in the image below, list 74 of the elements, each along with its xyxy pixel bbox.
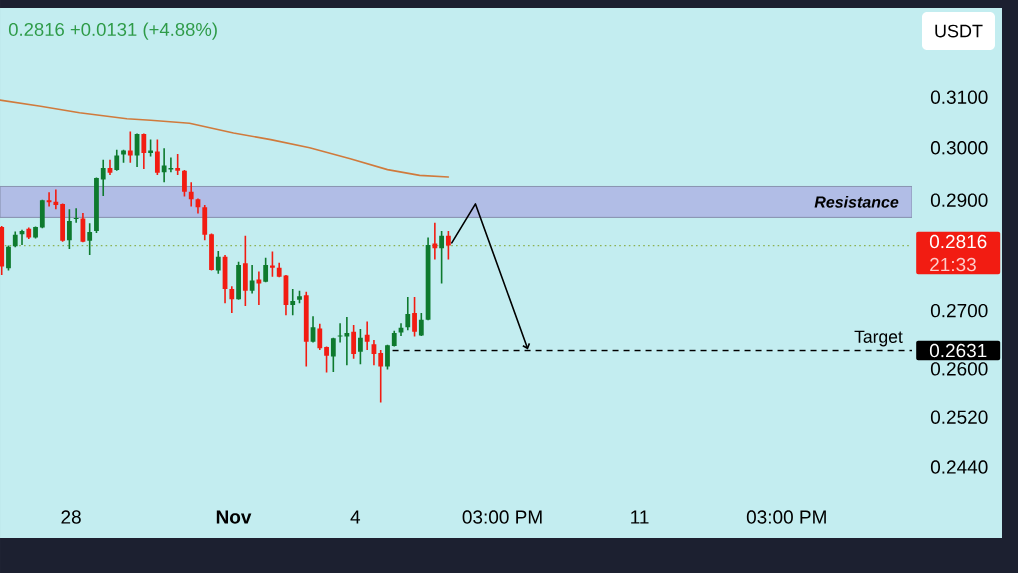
y-tick-label: 0.2600: [930, 362, 988, 376]
candlestick: [107, 159, 113, 175]
candlestick: [364, 321, 370, 350]
data-label: 0.2631: [929, 343, 987, 358]
candlestick: [391, 330, 397, 347]
candlestick: [46, 192, 52, 207]
candlestick: [168, 157, 174, 173]
candlestick: [100, 159, 106, 196]
candlestick: [256, 271, 262, 305]
candlestick: [276, 262, 282, 278]
candlestick: [127, 131, 133, 163]
candlestick: [12, 231, 18, 248]
x-tick-label: 28: [61, 510, 81, 524]
legend-label: Target: [854, 330, 903, 347]
candlestick: [33, 226, 38, 239]
candlestick: [182, 170, 187, 197]
y-tick-label: 0.2900: [930, 193, 988, 207]
candlestick: [209, 233, 214, 271]
candlestick: [202, 204, 208, 241]
candlestick: [60, 203, 66, 242]
x-tick-label: 4: [350, 510, 361, 524]
candlestick: [236, 261, 241, 300]
y-axis-title: USDT: [935, 24, 983, 38]
candlestick: [358, 329, 363, 365]
candlestick: [53, 189, 59, 210]
candlestick: [66, 209, 72, 249]
band-label: Resistance: [814, 196, 899, 208]
candlestick: [0, 225, 5, 275]
candlestick: [418, 312, 424, 336]
candlestick: [161, 148, 167, 183]
candlestick: [229, 286, 235, 313]
x-tick-label: 03:00 PM: [746, 510, 826, 524]
candlestick: [303, 291, 309, 367]
candlestick: [263, 257, 269, 283]
text: 0.2816 +0.0131 (+4.88%): [8, 22, 217, 40]
candlestick: [330, 337, 336, 372]
y-tick-label: 0.3000: [930, 141, 988, 155]
candlestick: [412, 296, 417, 337]
y-tick-label: 0.3100: [930, 90, 988, 104]
candlestick: [297, 290, 302, 304]
candlestick: [398, 323, 404, 336]
x-tick-label: 11: [631, 510, 649, 524]
x-tick-label: 03:00 PM: [462, 510, 542, 524]
x-tick-label: Nov: [216, 510, 252, 524]
candlestick: [188, 182, 194, 207]
text: 21:33: [930, 257, 976, 272]
candlestick: [310, 316, 316, 343]
candlestick: [39, 199, 45, 229]
candlestick: [121, 149, 126, 163]
candlestick: [154, 139, 160, 175]
candlestick: [26, 227, 32, 240]
candlestick: [215, 251, 221, 274]
candlestick: [195, 198, 201, 214]
candlestick: [432, 222, 438, 260]
candlestick: [249, 264, 255, 294]
candlestick: [19, 229, 25, 246]
candlestick: [290, 289, 296, 316]
candlestick: [385, 344, 390, 370]
candlestick: [6, 245, 11, 271]
candlestick: [141, 133, 147, 170]
candlestick: [94, 177, 99, 233]
ref-line-label: 0.2816: [929, 234, 987, 249]
candlestick: [242, 235, 248, 307]
candlestick: [378, 349, 384, 403]
candlestick: [371, 340, 377, 366]
candlestick: [317, 323, 323, 350]
candlestick: [134, 133, 140, 168]
candlestick: [351, 324, 357, 359]
candlestick: [114, 149, 120, 171]
candlestick: [73, 208, 79, 223]
candlestick: [405, 296, 411, 331]
y-tick-label: 0.2520: [930, 410, 988, 424]
y-tick-label: 0.2700: [930, 303, 988, 318]
y-tick-label: 0.2440: [930, 460, 988, 474]
